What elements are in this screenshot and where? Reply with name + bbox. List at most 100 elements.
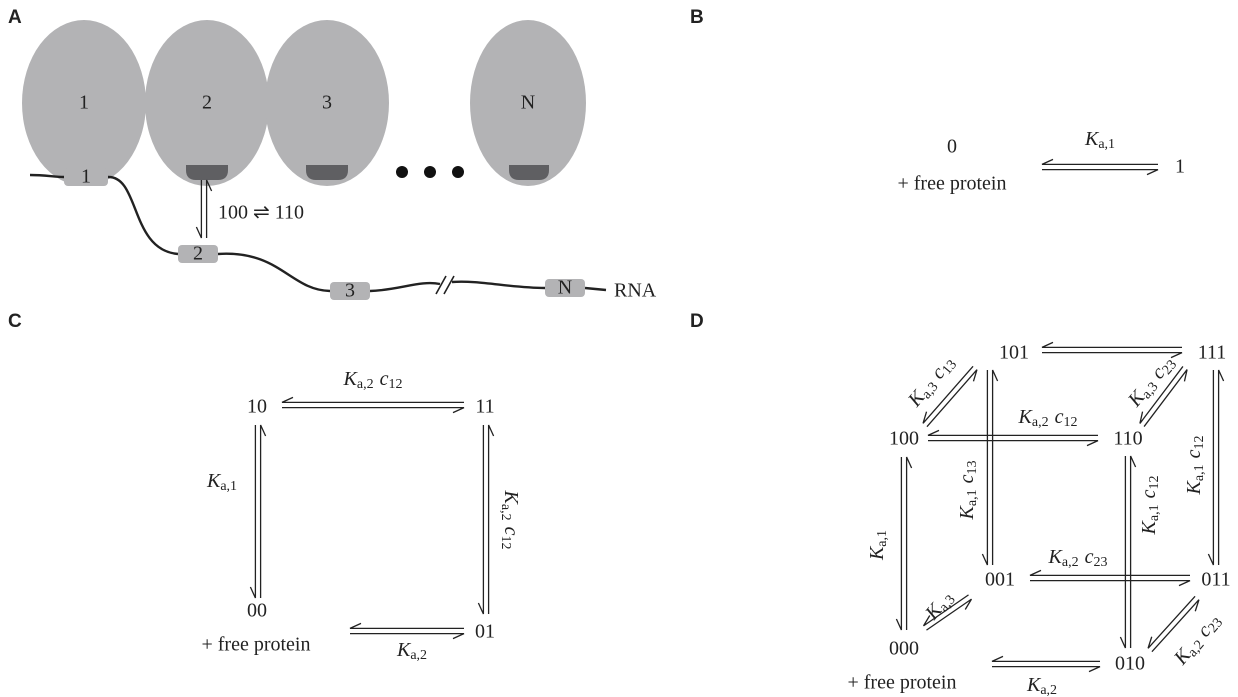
site bbox=[178, 245, 218, 263]
dot bbox=[424, 166, 436, 178]
equilibrium-arrow bbox=[477, 424, 495, 615]
equilibrium-arrow bbox=[1029, 569, 1191, 587]
rate-label: Ka,2c23 bbox=[1169, 609, 1226, 671]
rate-label: Ka,2 bbox=[1026, 674, 1057, 697]
rate-label: Ka,1 c12 bbox=[1138, 476, 1163, 536]
factor-subscript: 13 bbox=[965, 461, 980, 475]
protein-label: 3 bbox=[322, 92, 332, 114]
factor-symbol: c bbox=[1085, 546, 1094, 568]
factor-subscript: 23 bbox=[1093, 555, 1107, 570]
rate-label: Ka,1 c13 bbox=[956, 461, 981, 521]
free-protein: + free protein bbox=[897, 173, 1006, 195]
rate-subscript: a,1 bbox=[220, 479, 237, 494]
rate-subscript: a,1 bbox=[965, 489, 980, 506]
protein bbox=[22, 20, 146, 186]
rate-symbol: K bbox=[1138, 519, 1160, 535]
equilibrium-arrow bbox=[1139, 366, 1188, 427]
factor-symbol: c bbox=[1138, 489, 1160, 498]
equilibrium-arrow bbox=[895, 456, 913, 631]
equilibrium-arrow bbox=[281, 396, 465, 414]
site bbox=[64, 168, 108, 186]
rate-subscript: a,1 bbox=[875, 530, 890, 547]
site bbox=[330, 282, 370, 300]
site-label: N bbox=[558, 277, 572, 299]
equilibrium-arrow bbox=[922, 594, 973, 631]
site-label: 3 bbox=[345, 280, 355, 302]
protein-label: 1 bbox=[79, 92, 89, 114]
factor-symbol: c bbox=[380, 368, 389, 390]
equilibrium-arrow bbox=[1147, 595, 1200, 653]
rate-symbol: K bbox=[500, 490, 522, 506]
factor-subscript: 12 bbox=[1192, 436, 1207, 450]
factor-subscript: 12 bbox=[1063, 415, 1077, 430]
rate-label: Ka,3c13 bbox=[903, 351, 960, 413]
panel-letter: B bbox=[690, 7, 704, 28]
pocket bbox=[509, 165, 549, 180]
panel-letter: D bbox=[690, 311, 704, 332]
transition-label: 100 ⇌ 110 bbox=[218, 202, 304, 224]
free-protein: + free protein bbox=[201, 634, 310, 656]
state: 0 bbox=[947, 136, 957, 158]
break-mark bbox=[435, 275, 455, 295]
state: 101 bbox=[999, 342, 1029, 364]
factor-subscript: 12 bbox=[1147, 476, 1162, 490]
equilibrium-arrow bbox=[1119, 455, 1137, 649]
rate-label: Ka,3c23 bbox=[1123, 351, 1180, 413]
rate-symbol: K bbox=[1026, 674, 1042, 696]
site-label: 2 bbox=[193, 243, 203, 265]
equilibrium-arrow bbox=[922, 365, 978, 428]
factor-symbol: c bbox=[956, 474, 978, 483]
equilibrium-arrow bbox=[1041, 341, 1183, 359]
rate-subscript: a,2 bbox=[357, 377, 374, 392]
rate-label: Ka,2 c12 bbox=[343, 368, 403, 393]
state: 01 bbox=[475, 621, 495, 643]
rate-symbol: K bbox=[396, 639, 412, 661]
rate-label: Ka,1 bbox=[206, 470, 237, 495]
rate-subscript: a,2 bbox=[1032, 415, 1049, 430]
factor-symbol: c bbox=[1183, 449, 1205, 458]
protein bbox=[145, 20, 269, 186]
state: 1 bbox=[1175, 156, 1185, 178]
rate-symbol: K bbox=[343, 368, 359, 390]
site bbox=[545, 279, 585, 297]
equilibrium-arrow bbox=[927, 429, 1099, 447]
pocket bbox=[306, 165, 348, 180]
sites bbox=[64, 168, 585, 300]
rate-symbol: K bbox=[1183, 479, 1205, 495]
rate-subscript: a,2 bbox=[1062, 555, 1079, 570]
equilibrium-arrow bbox=[249, 424, 267, 599]
state: 010 bbox=[1115, 653, 1145, 675]
rate-label: Ka,1 c12 bbox=[1183, 436, 1208, 496]
equilibrium-arrow bbox=[349, 622, 465, 640]
proteins bbox=[22, 20, 586, 186]
state: 000 bbox=[889, 638, 919, 660]
protein-label: N bbox=[521, 92, 535, 114]
ellipsis bbox=[396, 166, 464, 178]
factor-subscript: 12 bbox=[388, 377, 402, 392]
rate-subscript: a,1 bbox=[1147, 504, 1162, 521]
rate-subscript: a,1 bbox=[1192, 464, 1207, 481]
state: 11 bbox=[475, 396, 494, 418]
panel-letter: C bbox=[8, 311, 22, 332]
factor-symbol: c bbox=[500, 527, 522, 536]
protein-label: 2 bbox=[202, 92, 212, 114]
rate-label: Ka,1 bbox=[1084, 128, 1115, 153]
rate-subscript: a,2 bbox=[410, 648, 427, 663]
rate-subscript: a,2 bbox=[1040, 683, 1057, 697]
state: 100 bbox=[889, 428, 919, 450]
pocket bbox=[186, 165, 228, 180]
rate-label: Ka,2 c12 bbox=[1018, 406, 1078, 431]
state: 011 bbox=[1201, 569, 1230, 591]
equilibrium-arrow bbox=[1207, 369, 1225, 566]
dot bbox=[396, 166, 408, 178]
rna-strand bbox=[29, 173, 607, 293]
state: 111 bbox=[1198, 342, 1227, 364]
binding-pockets bbox=[186, 165, 549, 180]
rate-symbol: K bbox=[866, 545, 888, 561]
site-label: 1 bbox=[81, 166, 91, 188]
panel-letter: A bbox=[8, 7, 22, 28]
state: 001 bbox=[985, 569, 1015, 591]
equilibrium-arrow bbox=[1041, 158, 1159, 176]
rna-label: RNA bbox=[614, 280, 657, 302]
